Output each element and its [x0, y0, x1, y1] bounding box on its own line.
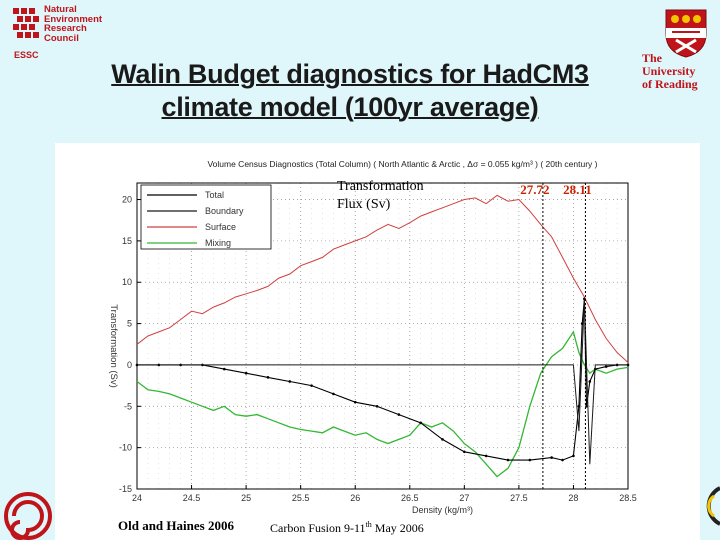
essc-swirl-logo-icon [4, 492, 52, 540]
total-point [135, 363, 139, 367]
total-point [506, 458, 510, 462]
total-point [550, 456, 553, 459]
total-point [604, 365, 608, 368]
nerc-line-3: Research [44, 23, 87, 34]
x-tick-label: 26 [350, 493, 360, 503]
x-tick-label: 28.5 [619, 493, 637, 503]
legend-label: Total [205, 190, 224, 200]
x-tick-label: 24.5 [183, 493, 201, 503]
transformation-flux-annotation: Transformation [337, 179, 424, 194]
y-tick-label: 20 [122, 195, 132, 205]
nerc-line-2: Environment [44, 13, 103, 25]
total-point [484, 454, 488, 458]
total-point [375, 404, 379, 408]
series-line-mixing [136, 330, 629, 478]
plot-panel: Volume Census Diagnostics (Total Column)… [55, 143, 700, 540]
total-point [266, 376, 270, 379]
uor-line-1: The [642, 51, 663, 65]
x-tick-label: 27.5 [510, 493, 528, 503]
nerc-line-4: Council [44, 32, 79, 44]
uor-line-2: University [642, 64, 696, 78]
chart-title: Volume Census Diagnostics (Total Column)… [207, 159, 597, 169]
x-tick-label: 28 [568, 493, 578, 503]
legend-label: Surface [205, 222, 236, 232]
nerc-logo [13, 8, 39, 38]
total-point [222, 367, 226, 371]
x-tick-label: 26.5 [401, 493, 419, 503]
total-point [572, 454, 575, 458]
x-tick-label: 25.5 [292, 493, 310, 503]
title-line-2: climate model (100yr average) [161, 92, 539, 122]
total-point [244, 371, 248, 375]
transformation-flux-annotation: Flux (Sv) [337, 197, 391, 212]
total-point [353, 400, 357, 404]
x-tick-label: 27 [459, 493, 469, 503]
total-point [419, 421, 422, 425]
y-tick-label: -10 [119, 443, 132, 453]
uor-line-3: of Reading [642, 77, 698, 91]
total-point [288, 380, 292, 383]
essc-label: ESSC [14, 50, 39, 60]
y-tick-label: 5 [127, 319, 132, 329]
total-point [561, 458, 564, 462]
title-line-1: Walin Budget diagnostics for HadCM3 [111, 59, 589, 89]
y-tick-label: -5 [124, 401, 132, 411]
page-title: Walin Budget diagnostics for HadCM3 clim… [60, 58, 640, 124]
university-crest-icon [665, 9, 707, 58]
total-point [332, 392, 335, 396]
meeting-suffix: May 2006 [371, 521, 424, 535]
total-point [441, 438, 444, 441]
density-marker-label: 28.11 [563, 182, 592, 197]
density-marker-label: 27.72 [520, 182, 549, 197]
legend-label: Mixing [205, 238, 231, 248]
y-tick-label: 15 [122, 236, 132, 246]
series-line-boundary [137, 298, 628, 465]
meeting-prefix: Carbon Fusion 9-11 [270, 521, 366, 535]
meeting-sup: th [365, 520, 372, 529]
meeting-credit: Carbon Fusion 9-11th May 2006 [270, 520, 424, 536]
total-point [463, 450, 466, 454]
total-point [580, 322, 584, 325]
series-line-total [137, 298, 628, 461]
legend-label: Boundary [205, 206, 244, 216]
total-point [588, 380, 592, 383]
plot-frame [136, 182, 629, 490]
university-wordmark: The University of Reading [642, 52, 698, 91]
nerc-line-1: Natural [44, 4, 77, 15]
author-credit: Old and Haines 2006 [118, 518, 234, 533]
total-point [585, 404, 588, 408]
total-point [528, 458, 532, 462]
total-point [310, 384, 313, 387]
right-edge-logo-icon [706, 486, 720, 526]
x-tick-label: 24 [132, 493, 142, 503]
total-point [397, 413, 401, 416]
series-line-surface [136, 194, 629, 363]
x-axis-label: Density (kg/m³) [412, 505, 473, 515]
nerc-wordmark: Natural Environment Research Council [44, 5, 102, 43]
walin-budget-chart: Volume Census Diagnostics (Total Column)… [108, 159, 637, 515]
y-tick-label: 0 [127, 360, 132, 370]
legend-box [140, 184, 272, 250]
y-tick-label: -15 [119, 484, 132, 494]
y-axis-label: Transformation (Sv) [108, 304, 119, 388]
y-tick-label: 10 [122, 277, 132, 287]
x-tick-label: 25 [241, 493, 251, 503]
